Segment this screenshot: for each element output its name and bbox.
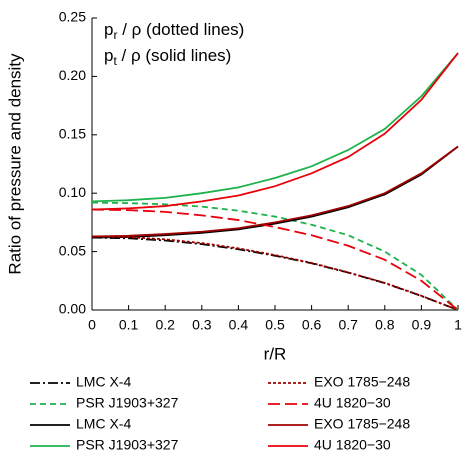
- series-line: [91, 236, 459, 311]
- annotation-text: / ρ (dotted lines): [117, 20, 244, 39]
- y-tick-label: 0.05: [59, 242, 86, 258]
- annotation: pt / ρ (solid lines): [104, 46, 231, 68]
- legend-label: 4U 1820−30: [314, 395, 391, 411]
- x-axis-label: r/R: [264, 344, 287, 363]
- x-tick-label: 0.8: [375, 317, 395, 333]
- series-line: [91, 235, 459, 311]
- annotation-base: p: [104, 20, 113, 39]
- y-tick-label: 0.15: [59, 126, 86, 142]
- x-tick-label: 0.1: [119, 317, 139, 333]
- series-line: [91, 145, 459, 238]
- series-line: [91, 208, 459, 311]
- legend-label: LMC X-4: [76, 416, 131, 432]
- series-line: [91, 145, 459, 239]
- legend-label: EXO 1785−248: [314, 374, 410, 390]
- legend-label: PSR J1903+327: [76, 437, 179, 453]
- annotation-sub: t: [113, 54, 117, 68]
- annotation-sub: r: [113, 28, 117, 42]
- legend-label: PSR J1903+327: [76, 395, 179, 411]
- legend-label: EXO 1785−248: [314, 416, 410, 432]
- x-tick-label: 0: [88, 317, 96, 333]
- y-axis-label: Ratio of pressure and density: [5, 53, 24, 275]
- x-tick-label: 0.4: [229, 317, 249, 333]
- y-tick-label: 0.00: [59, 301, 86, 317]
- legend-label: 4U 1820−30: [314, 437, 391, 453]
- series-line: [91, 201, 459, 311]
- x-tick-label: 0.5: [265, 317, 285, 333]
- x-tick-label: 0.9: [412, 317, 432, 333]
- annotation-base: p: [104, 46, 113, 65]
- series-line: [91, 52, 459, 211]
- y-tick-label: 0.20: [59, 67, 86, 83]
- x-tick-label: 0.6: [302, 317, 322, 333]
- y-tick-label: 0.25: [59, 9, 86, 25]
- legend-label: LMC X-4: [76, 374, 131, 390]
- x-tick-label: 0.3: [192, 317, 212, 333]
- x-tick-label: 0.7: [338, 317, 358, 333]
- annotation-text: / ρ (solid lines): [117, 46, 232, 65]
- x-tick-label: 0.2: [155, 317, 175, 333]
- annotation: pr / ρ (dotted lines): [104, 20, 244, 42]
- y-tick-label: 0.10: [59, 184, 86, 200]
- series-line: [91, 52, 459, 203]
- x-tick-label: 1: [454, 317, 462, 333]
